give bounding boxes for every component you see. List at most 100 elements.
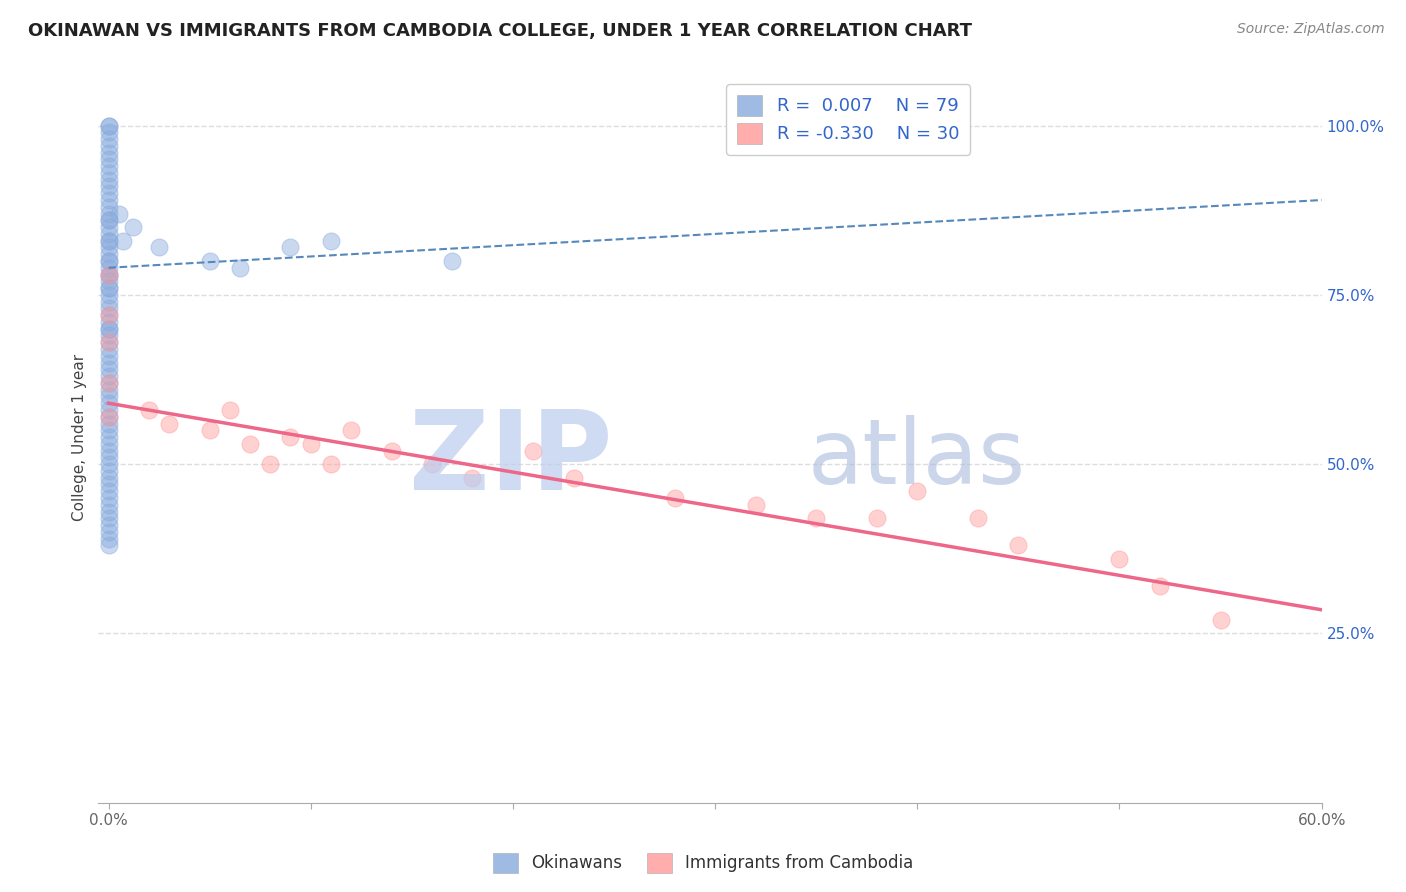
Point — [97, 511, 120, 525]
Point — [97, 369, 120, 384]
Point — [97, 294, 120, 309]
Point — [97, 322, 120, 336]
Point — [97, 477, 120, 491]
Point — [1007, 538, 1029, 552]
Point — [97, 227, 120, 241]
Point — [461, 471, 484, 485]
Point — [97, 423, 120, 437]
Point — [299, 437, 322, 451]
Point — [97, 376, 120, 390]
Point — [97, 342, 120, 356]
Point — [441, 254, 464, 268]
Point — [97, 234, 120, 248]
Point — [97, 396, 120, 410]
Point — [97, 220, 120, 235]
Point — [97, 234, 120, 248]
Point — [319, 457, 342, 471]
Point — [97, 362, 120, 376]
Point — [97, 505, 120, 519]
Point — [97, 308, 120, 322]
Text: Source: ZipAtlas.com: Source: ZipAtlas.com — [1237, 22, 1385, 37]
Point — [420, 457, 443, 471]
Point — [97, 281, 120, 295]
Point — [522, 443, 544, 458]
Point — [97, 213, 120, 227]
Point — [97, 288, 120, 302]
Point — [229, 260, 252, 275]
Point — [97, 206, 120, 220]
Point — [97, 315, 120, 329]
Y-axis label: College, Under 1 year: College, Under 1 year — [72, 353, 87, 521]
Point — [97, 166, 120, 180]
Point — [239, 437, 262, 451]
Point — [97, 450, 120, 465]
Point — [280, 240, 302, 254]
Point — [97, 260, 120, 275]
Point — [97, 179, 120, 194]
Point — [97, 268, 120, 282]
Point — [97, 132, 120, 146]
Point — [97, 240, 120, 254]
Point — [97, 403, 120, 417]
Point — [97, 409, 120, 424]
Point — [138, 403, 160, 417]
Point — [97, 355, 120, 369]
Text: atlas: atlas — [808, 415, 1026, 503]
Point — [97, 172, 120, 186]
Legend: R =  0.007    N = 79, R = -0.330    N = 30: R = 0.007 N = 79, R = -0.330 N = 30 — [727, 84, 970, 154]
Point — [97, 213, 120, 227]
Point — [97, 349, 120, 363]
Point — [97, 335, 120, 350]
Point — [198, 423, 221, 437]
Point — [97, 119, 120, 133]
Point — [198, 254, 221, 268]
Point — [97, 437, 120, 451]
Point — [97, 200, 120, 214]
Point — [97, 518, 120, 533]
Point — [107, 206, 129, 220]
Point — [97, 376, 120, 390]
Point — [97, 484, 120, 499]
Point — [157, 417, 180, 431]
Point — [804, 511, 827, 525]
Point — [562, 471, 585, 485]
Point — [97, 153, 120, 167]
Point — [97, 417, 120, 431]
Point — [97, 409, 120, 424]
Legend: Okinawans, Immigrants from Cambodia: Okinawans, Immigrants from Cambodia — [486, 847, 920, 880]
Point — [97, 383, 120, 397]
Point — [744, 498, 766, 512]
Point — [97, 301, 120, 316]
Point — [381, 443, 404, 458]
Point — [97, 471, 120, 485]
Point — [111, 234, 134, 248]
Point — [1108, 552, 1130, 566]
Point — [97, 268, 120, 282]
Point — [319, 234, 342, 248]
Point — [121, 220, 143, 235]
Point — [97, 125, 120, 139]
Point — [664, 491, 686, 505]
Point — [97, 464, 120, 478]
Point — [259, 457, 281, 471]
Point — [97, 457, 120, 471]
Point — [97, 145, 120, 160]
Point — [97, 498, 120, 512]
Point — [97, 524, 120, 539]
Point — [97, 159, 120, 173]
Point — [97, 328, 120, 343]
Point — [97, 254, 120, 268]
Point — [97, 538, 120, 552]
Point — [340, 423, 363, 437]
Point — [97, 193, 120, 207]
Point — [97, 443, 120, 458]
Point — [97, 281, 120, 295]
Text: ZIP: ZIP — [409, 406, 612, 513]
Point — [97, 491, 120, 505]
Point — [905, 484, 928, 499]
Point — [97, 139, 120, 153]
Point — [97, 268, 120, 282]
Point — [97, 119, 120, 133]
Point — [97, 532, 120, 546]
Point — [97, 335, 120, 350]
